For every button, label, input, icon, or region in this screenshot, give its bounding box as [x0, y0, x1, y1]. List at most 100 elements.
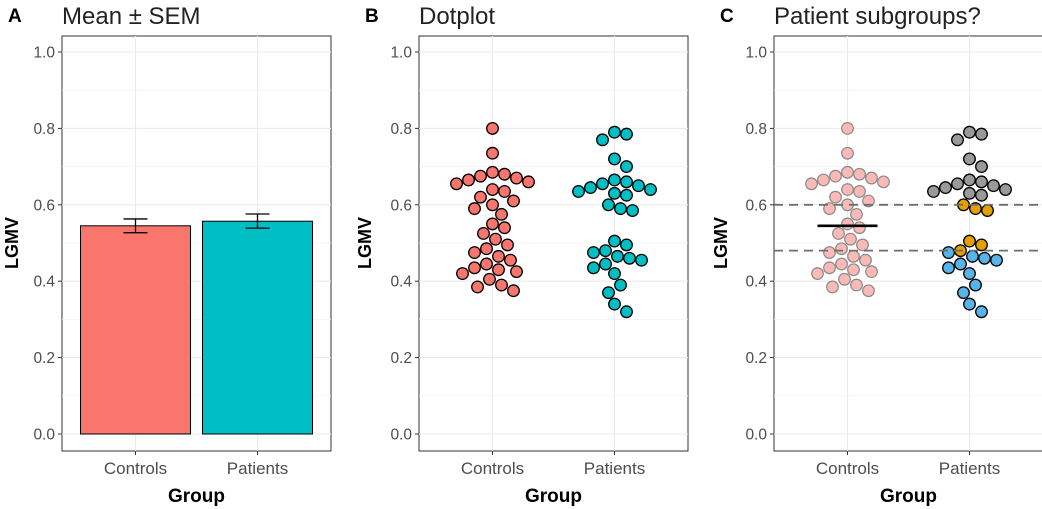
- y-tick-label: 0.4: [745, 274, 767, 291]
- panel-b-marks: [450, 121, 657, 319]
- panel-a-tag: A: [8, 6, 22, 27]
- data-point: [477, 226, 490, 240]
- panel-b-y-axis-label: LGMV: [355, 217, 375, 269]
- data-point-patient: [999, 183, 1012, 196]
- panel-b-category-controls: Controls: [461, 459, 524, 478]
- data-point-control: [805, 177, 818, 191]
- data-point: [507, 284, 520, 298]
- panel-b-category-patients: Patients: [584, 459, 645, 478]
- data-point: [468, 202, 481, 216]
- panel-b-grid: [419, 36, 688, 451]
- data-point-control: [865, 265, 878, 279]
- data-point: [492, 249, 505, 263]
- data-point-patient: [987, 179, 1000, 193]
- panel-a-y-ticks: 0.0 0.2 0.4 0.6 0.8 1.0: [33, 45, 258, 455]
- data-point-patient: [966, 249, 979, 263]
- data-point: [608, 125, 621, 139]
- data-point: [608, 297, 621, 311]
- data-point: [572, 184, 585, 198]
- data-point: [498, 221, 511, 235]
- data-point: [495, 207, 508, 221]
- y-tick-label: 0.0: [745, 427, 767, 444]
- data-point-patient: [975, 175, 988, 189]
- panel-c-y-ticks: 0.0 0.2 0.4 0.6 0.8 1.0: [745, 45, 970, 455]
- data-point-patient: [969, 202, 982, 216]
- data-point-control: [823, 202, 836, 216]
- data-point-control: [841, 183, 854, 196]
- data-point: [608, 173, 621, 187]
- data-point-patient: [954, 257, 967, 271]
- data-point-patient: [939, 181, 952, 195]
- panel-a-x-axis-label: Group: [168, 486, 225, 507]
- data-point: [608, 267, 621, 281]
- data-point: [510, 171, 523, 185]
- data-point-patient: [969, 278, 982, 292]
- data-point: [596, 177, 609, 191]
- data-point: [498, 184, 511, 198]
- y-tick-label: 0.0: [33, 427, 55, 444]
- data-point: [632, 179, 645, 193]
- data-point-patient: [990, 253, 1003, 267]
- data-point-control: [859, 253, 872, 267]
- data-point-control: [817, 173, 830, 187]
- data-point-control: [844, 232, 857, 246]
- panel-c-category-controls: Controls: [816, 459, 879, 478]
- data-point-control: [835, 257, 848, 271]
- data-point-control: [862, 194, 875, 208]
- data-point: [614, 278, 627, 292]
- bar-patients: [202, 220, 313, 435]
- data-point: [471, 280, 484, 294]
- y-tick-label: 0.8: [745, 121, 767, 138]
- data-point-patient: [951, 133, 964, 147]
- data-point-control: [838, 272, 851, 286]
- data-point: [620, 238, 633, 252]
- data-point-patient: [963, 234, 976, 248]
- data-point: [456, 267, 469, 281]
- data-point: [486, 165, 499, 179]
- data-point: [489, 232, 502, 246]
- data-point: [468, 246, 481, 260]
- data-point: [620, 127, 633, 141]
- y-tick-label: 1.0: [390, 45, 412, 62]
- y-tick-label: 0.4: [33, 274, 55, 291]
- data-point: [587, 246, 600, 260]
- y-tick-label: 0.4: [390, 274, 412, 291]
- data-point: [507, 194, 520, 208]
- data-point-patient: [975, 238, 988, 252]
- data-point: [510, 265, 523, 279]
- data-point: [504, 253, 517, 267]
- data-point-patient: [978, 251, 991, 265]
- data-point-control: [841, 165, 854, 179]
- data-point: [614, 202, 627, 216]
- panel-b-title: Dotplot: [419, 3, 495, 30]
- data-point-control: [856, 238, 869, 252]
- data-point: [584, 181, 597, 195]
- data-point-patient: [927, 184, 940, 198]
- data-point: [486, 217, 499, 231]
- data-point: [474, 169, 487, 183]
- data-point-control: [853, 221, 866, 235]
- data-point-control: [841, 217, 854, 231]
- data-point-control: [835, 242, 848, 256]
- data-point-patient: [975, 188, 988, 202]
- data-point: [495, 278, 508, 292]
- data-point: [462, 173, 475, 187]
- data-point-control: [853, 185, 866, 198]
- data-point: [611, 249, 624, 263]
- panel-c-title: Patient subgroups?: [774, 3, 981, 30]
- data-point: [501, 238, 514, 252]
- data-point: [486, 146, 499, 160]
- data-point-control: [865, 171, 878, 185]
- data-point-patient: [963, 152, 976, 166]
- data-point-patient: [963, 125, 976, 139]
- data-point-control: [877, 175, 890, 189]
- data-point-control: [832, 227, 845, 240]
- data-point-patient: [942, 261, 955, 275]
- data-point-patient: [963, 186, 976, 200]
- data-point-control: [847, 249, 860, 263]
- panel-c-plot-area: [773, 35, 1042, 452]
- data-point: [620, 175, 633, 189]
- panel-c-marks: [774, 121, 1042, 319]
- data-point: [596, 133, 609, 147]
- data-point: [483, 272, 496, 286]
